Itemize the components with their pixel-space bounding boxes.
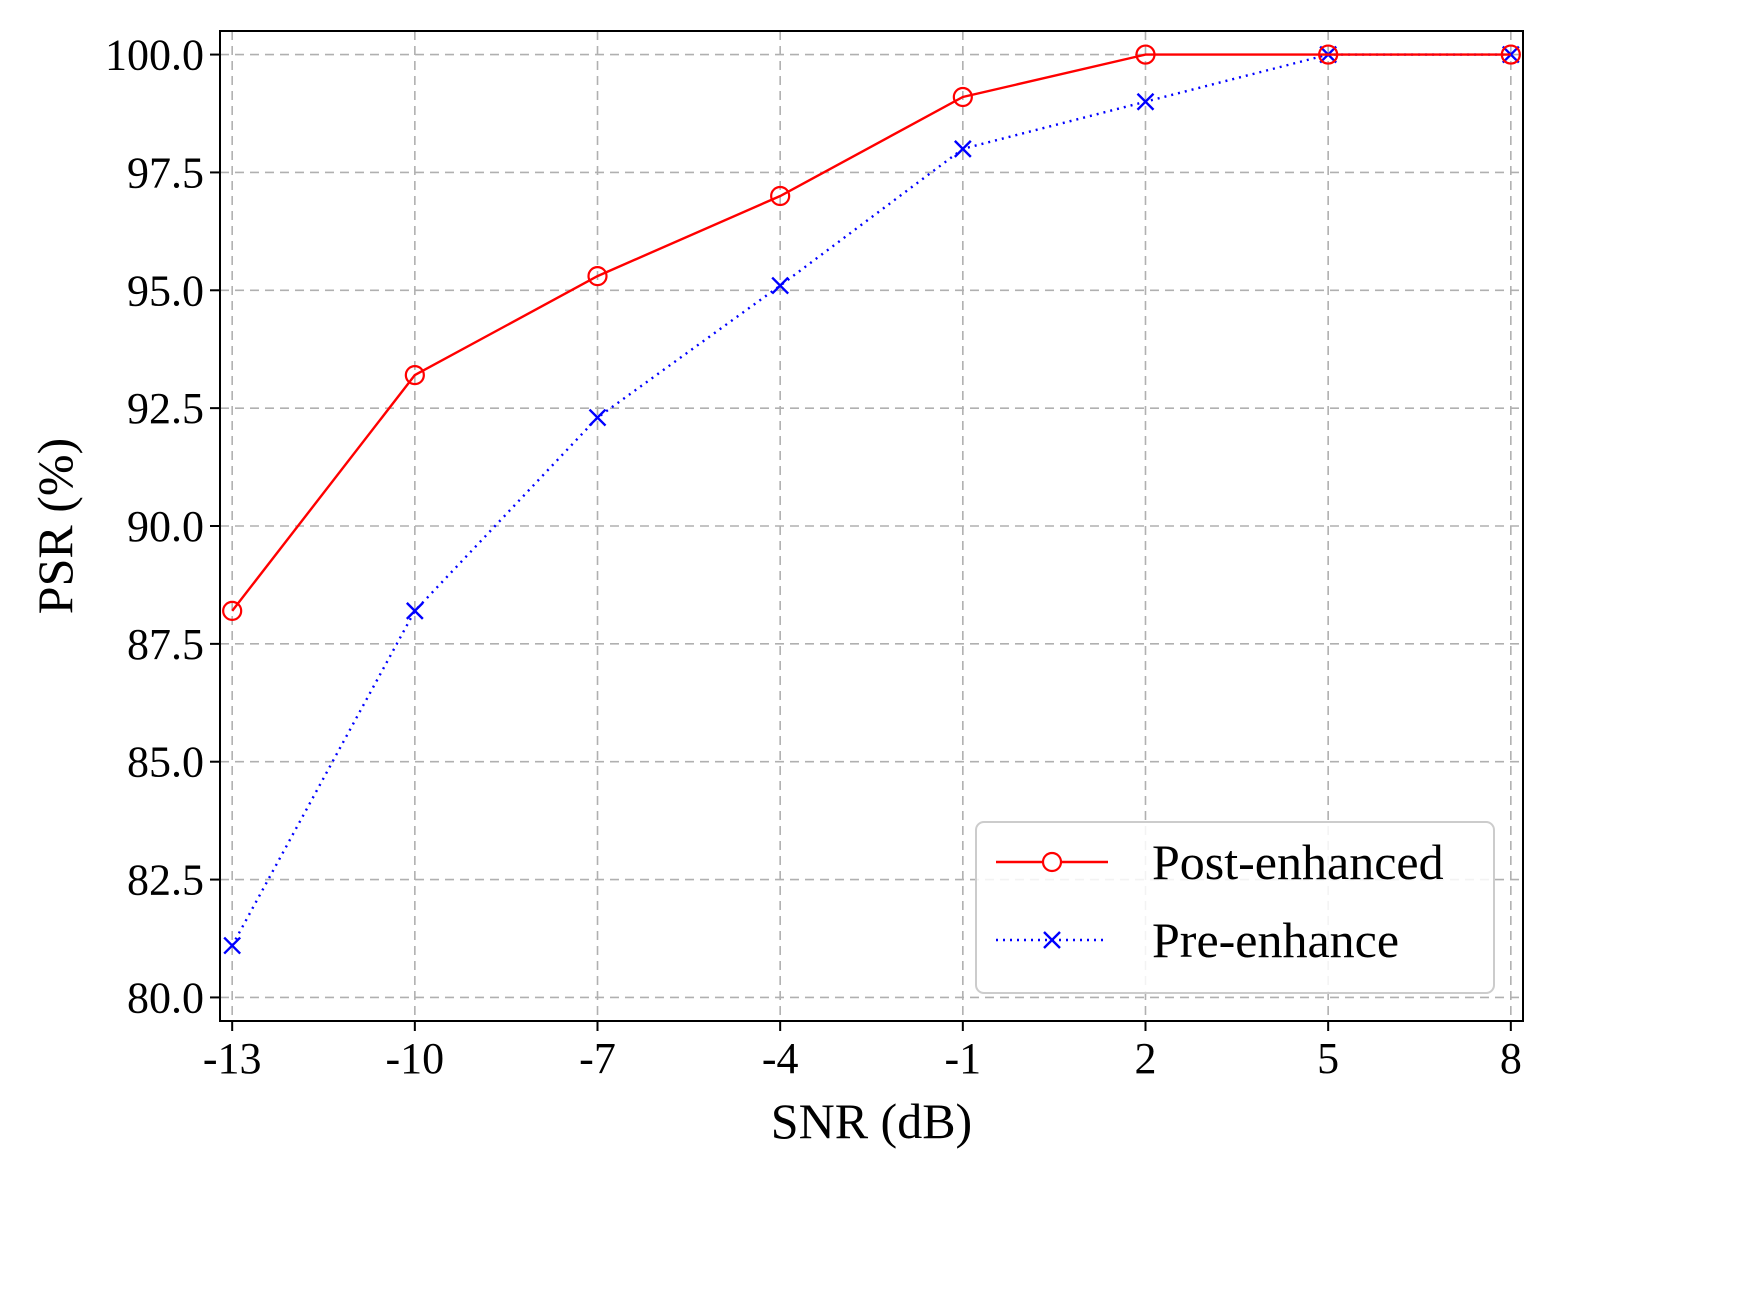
series-line-post-enhanced — [231, 53, 1511, 612]
series-layer — [222, 44, 1521, 955]
data-point-pre-enhance — [771, 276, 790, 295]
legend: Post-enhanced Pre-enhance — [975, 821, 1495, 994]
data-point-post-enhanced — [1135, 44, 1156, 65]
series-line-pre-enhance — [231, 53, 1511, 947]
legend-label-pre-enhance: Pre-enhance — [1152, 912, 1399, 968]
data-point-pre-enhance — [223, 936, 242, 955]
legend-frame — [975, 821, 1495, 994]
x-axis-label: SNR (dB) — [771, 1093, 972, 1149]
x-tick-label: -4 — [762, 1034, 799, 1083]
data-point-post-enhanced — [1318, 44, 1339, 65]
x-tick-label: -7 — [579, 1034, 616, 1083]
x-tick-label: 8 — [1500, 1034, 1522, 1083]
data-point-post-enhanced — [952, 86, 973, 108]
data-point-pre-enhance — [405, 602, 424, 620]
data-point-post-enhanced — [770, 185, 791, 207]
y-tick-label: 85.0 — [127, 738, 204, 787]
legend-marker-pre-enhance — [1043, 931, 1061, 949]
data-point-post-enhanced — [222, 600, 243, 621]
series-post-enhanced — [222, 44, 1521, 621]
data-point-pre-enhance — [1136, 92, 1155, 111]
data-point-pre-enhance — [1501, 45, 1520, 64]
data-point-pre-enhance — [953, 140, 972, 158]
data-point-post-enhanced — [404, 365, 425, 386]
data-point-pre-enhance — [588, 408, 607, 427]
y-tick-label: 87.5 — [127, 620, 204, 669]
legend-entry-post-enhanced: Post-enhanced — [996, 834, 1444, 890]
y-tick-label: 100.0 — [105, 31, 204, 80]
y-tick-label: 82.5 — [127, 856, 204, 905]
y-axis-label: PSR (%) — [27, 438, 83, 614]
legend-label-post-enhanced: Post-enhanced — [1152, 834, 1444, 890]
series-pre-enhance — [223, 45, 1520, 955]
y-tick-label: 92.5 — [127, 384, 204, 433]
x-tick-label: -13 — [203, 1034, 262, 1083]
data-point-post-enhanced — [587, 266, 608, 287]
data-point-post-enhanced — [1500, 44, 1521, 65]
grid — [220, 31, 1523, 1021]
y-tick-label: 95.0 — [127, 266, 204, 315]
legend-entry-pre-enhance: Pre-enhance — [996, 912, 1399, 968]
x-tick-label: 5 — [1317, 1034, 1339, 1083]
y-tick-label: 80.0 — [127, 973, 204, 1022]
y-tick-label: 90.0 — [127, 502, 204, 551]
axis-ticks: -13 -10 -7 -4 -1 2 5 8 80.0 82.5 85.0 87.5 90.0 92.5 9… — [105, 31, 1522, 1083]
x-tick-label: 2 — [1134, 1034, 1156, 1083]
y-tick-label: 97.5 — [127, 148, 204, 197]
x-tick-label: -1 — [945, 1034, 982, 1083]
legend-marker-post-enhanced — [1041, 851, 1063, 873]
x-tick-label: -10 — [386, 1034, 445, 1083]
